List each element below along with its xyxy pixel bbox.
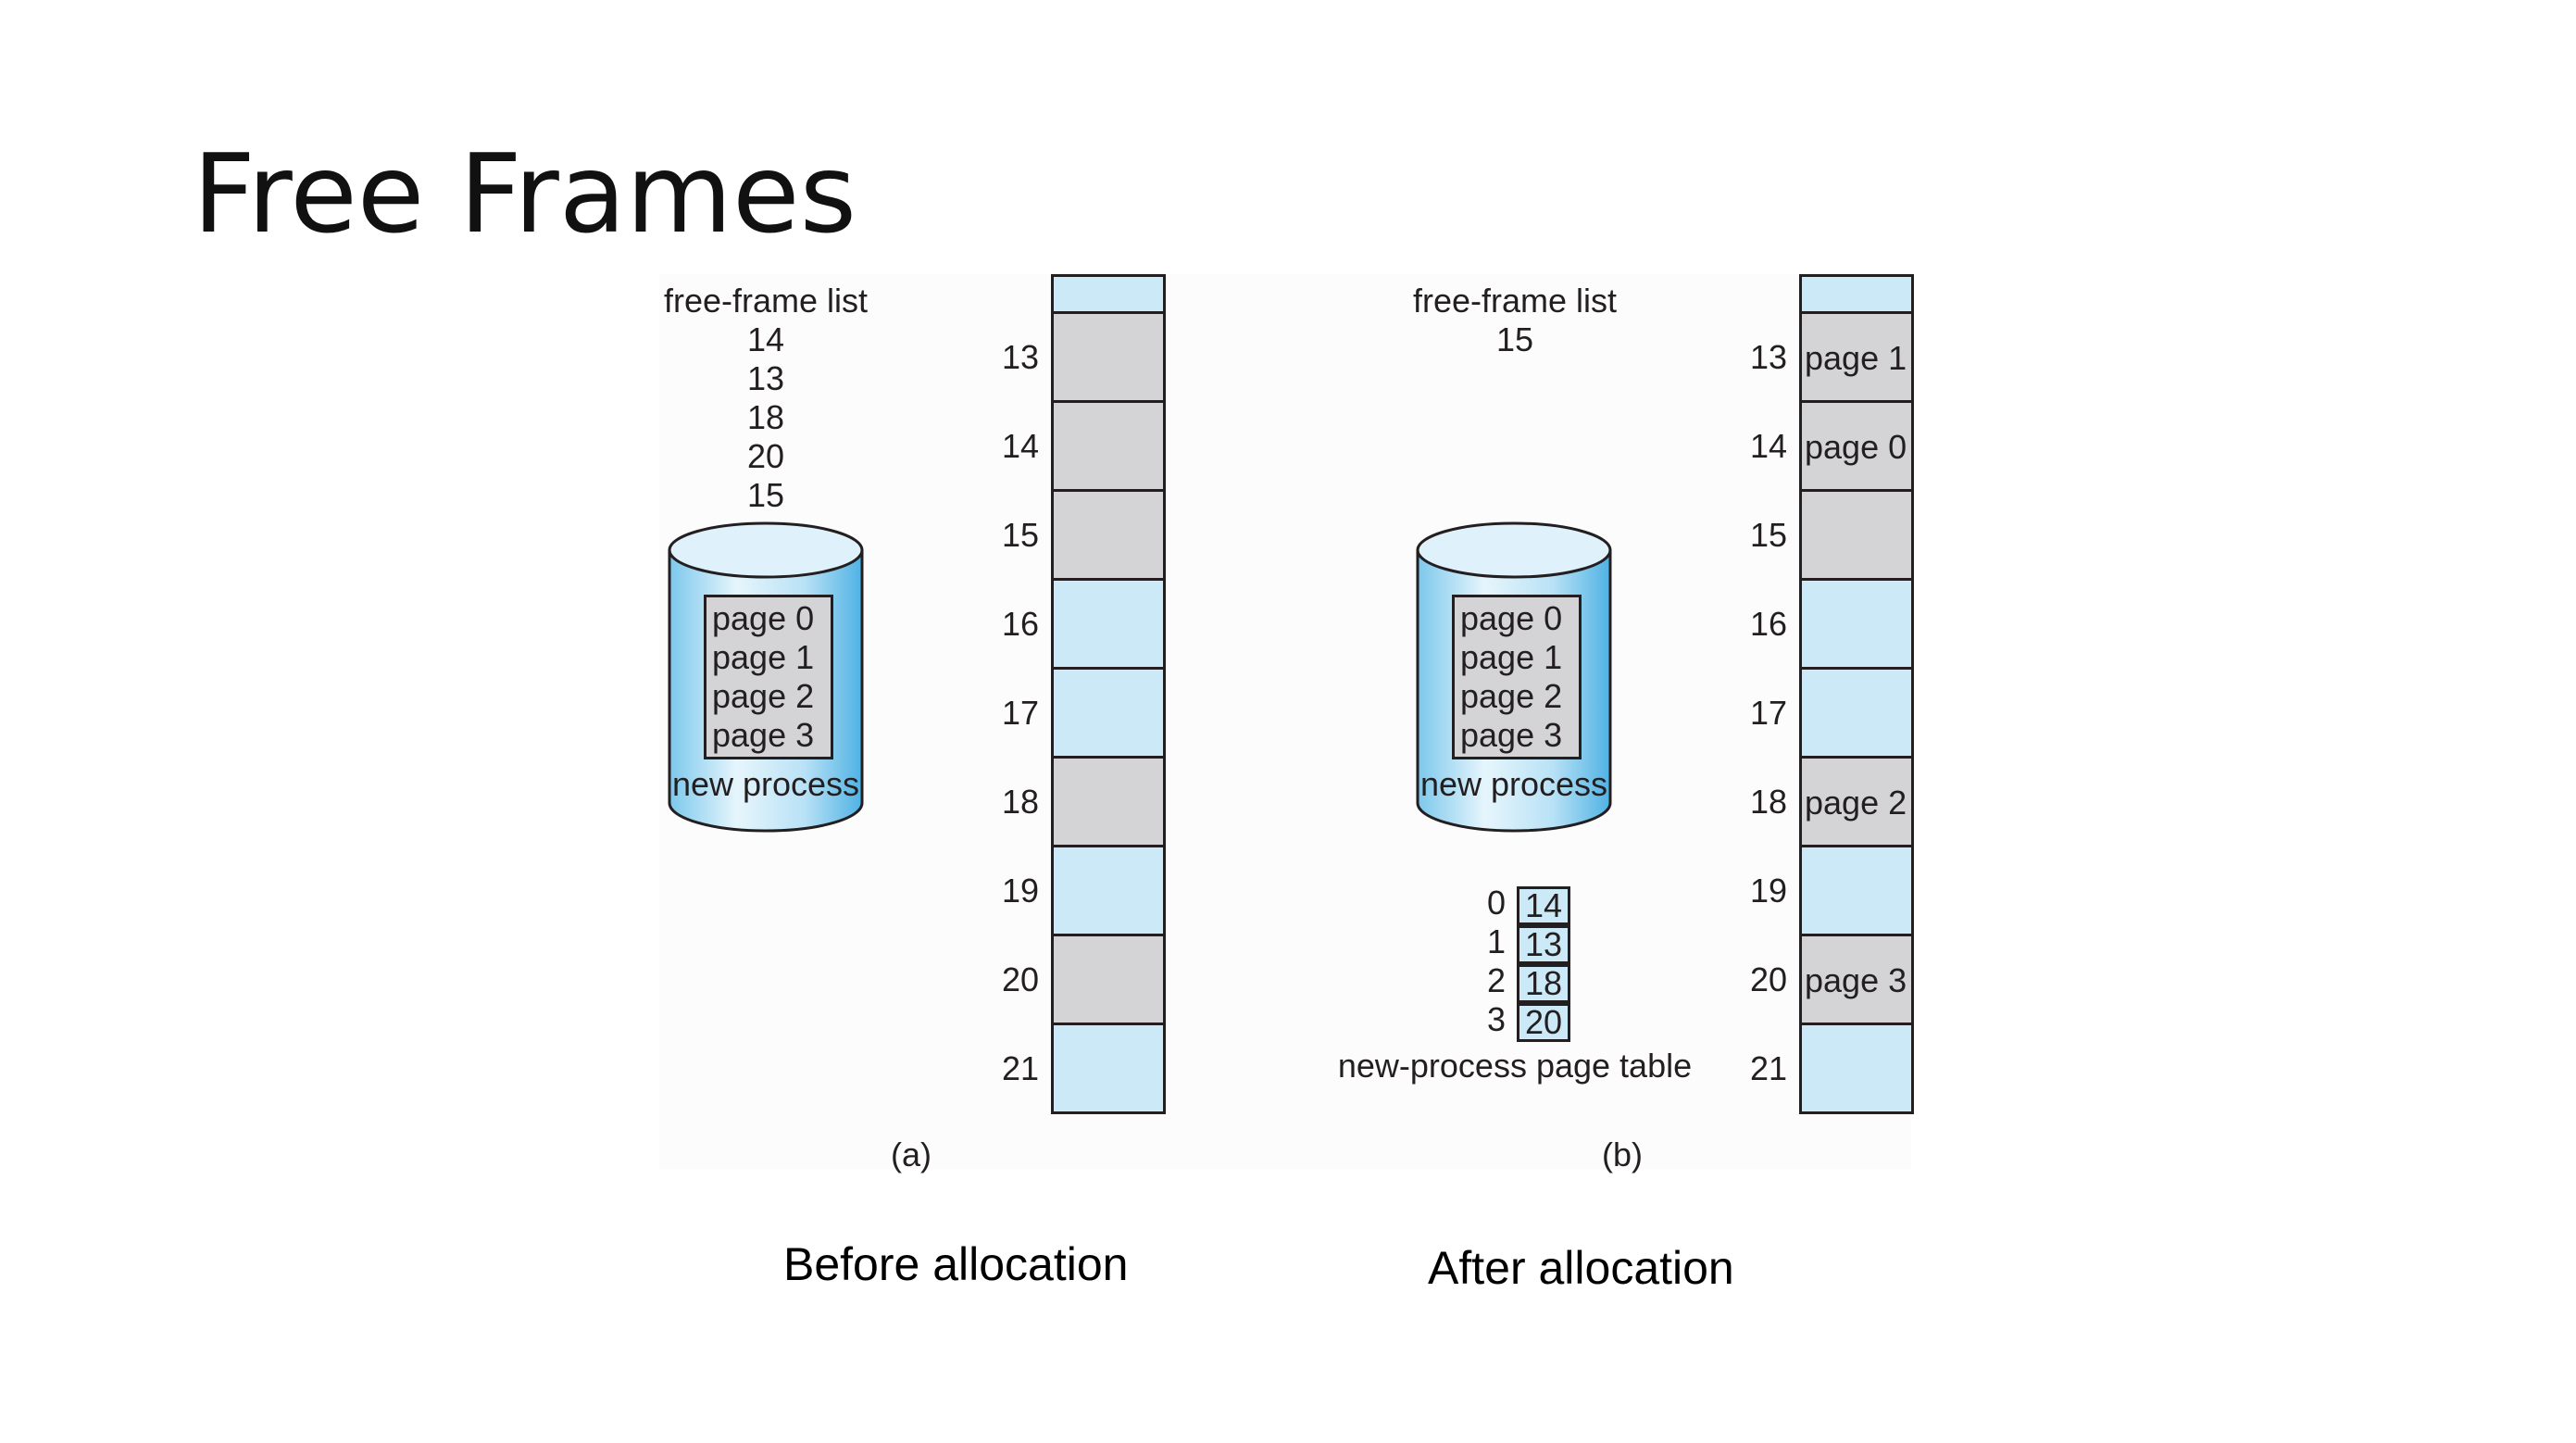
page-stack-a: page 0 page 1 page 2 page 3 (704, 595, 833, 759)
page-entry: page 1 (1460, 638, 1563, 676)
page-stack-b: page 0 page 1 page 2 page 3 (1452, 595, 1582, 759)
memory-frame (1054, 489, 1163, 578)
memory-frame (1054, 311, 1163, 400)
free-frame-entry: 18 (746, 398, 785, 436)
free-frames-figure: free-frame list 14 13 18 20 15 page 0 pa… (659, 274, 1914, 1173)
frame-number: 15 (1001, 516, 1039, 554)
frame-number: 21 (1749, 1049, 1787, 1087)
page-table-index: 0 (1486, 884, 1506, 922)
memory-frame (1802, 489, 1911, 578)
figure-label-b: (b) (1602, 1136, 1643, 1173)
page-table-frame: 18 (1517, 964, 1570, 1003)
memory-frame (1054, 578, 1163, 667)
memory-frame (1054, 845, 1163, 934)
page-entry: page 2 (712, 677, 815, 715)
frame-number: 19 (1001, 872, 1039, 910)
frame-number: 20 (1749, 960, 1787, 998)
disk-new-process-b: page 0 page 1 page 2 page 3 new process (1415, 521, 1613, 835)
page-table-index: 3 (1486, 1000, 1506, 1038)
frame-number: 16 (1001, 605, 1039, 643)
frame-number: 18 (1749, 783, 1787, 821)
free-frame-list-b: 15 (1478, 320, 1552, 359)
frame-number: 13 (1749, 338, 1787, 376)
page-table-index: 2 (1486, 961, 1506, 999)
memory-frame-top-partial (1054, 277, 1163, 311)
memory-frame (1802, 1023, 1911, 1111)
frame-number: 17 (1001, 694, 1039, 732)
frame-number: 14 (1001, 427, 1039, 465)
frame-label: page 0 (1805, 428, 1907, 466)
frame-number: 17 (1749, 694, 1787, 732)
page-entry: page 3 (1460, 716, 1563, 754)
page-table-index: 1 (1486, 922, 1506, 960)
free-frame-entry: 15 (1495, 320, 1534, 358)
memory-frame (1054, 934, 1163, 1023)
page-entry: page 0 (712, 599, 815, 637)
free-frame-entry: 20 (746, 437, 785, 475)
physical-memory-b: page 1 page 0 page 2 page 3 (1799, 274, 1914, 1114)
memory-frame: page 3 (1802, 934, 1911, 1023)
free-frame-list-label-a: free-frame list (663, 282, 869, 320)
physical-memory-a (1051, 274, 1166, 1114)
memory-frame (1802, 667, 1911, 756)
figure-label-a: (a) (891, 1136, 932, 1173)
free-frame-entry: 13 (746, 359, 785, 397)
page-entry: page 2 (1460, 677, 1563, 715)
caption-after-allocation: After allocation (1428, 1242, 1734, 1294)
frame-label: page 3 (1805, 961, 1907, 999)
frame-number: 14 (1749, 427, 1787, 465)
page-table-frame: 13 (1517, 925, 1570, 964)
page-table-frame: 20 (1517, 1003, 1570, 1042)
memory-frame: page 0 (1802, 400, 1911, 489)
frame-number: 16 (1749, 605, 1787, 643)
memory-frame (1802, 578, 1911, 667)
page-entry: page 1 (712, 638, 815, 676)
free-frame-list-label-b: free-frame list (1412, 282, 1618, 320)
free-frame-entry: 15 (746, 476, 785, 514)
memory-frame (1054, 667, 1163, 756)
disk-label-b: new process (1419, 765, 1608, 803)
page-entry: page 3 (712, 716, 815, 754)
disk-label-a: new process (671, 765, 860, 803)
memory-frame-top-partial (1802, 277, 1911, 311)
caption-before-allocation: Before allocation (783, 1238, 1129, 1290)
frame-number: 19 (1749, 872, 1787, 910)
page-table-label: new-process page table (1337, 1047, 1693, 1085)
memory-frame (1054, 400, 1163, 489)
memory-frame: page 1 (1802, 311, 1911, 400)
page-table-frame: 14 (1517, 886, 1570, 925)
frame-number: 18 (1001, 783, 1039, 821)
memory-frame (1054, 756, 1163, 845)
page-entry: page 0 (1460, 599, 1563, 637)
frame-number: 13 (1001, 338, 1039, 376)
frame-number: 15 (1749, 516, 1787, 554)
frame-label: page 1 (1805, 339, 1907, 377)
disk-new-process-a: page 0 page 1 page 2 page 3 new process (667, 521, 865, 835)
memory-frame (1054, 1023, 1163, 1111)
memory-frame: page 2 (1802, 756, 1911, 845)
frame-number: 20 (1001, 960, 1039, 998)
free-frame-entry: 14 (746, 320, 785, 358)
slide-title: Free Frames (193, 130, 857, 257)
memory-frame (1802, 845, 1911, 934)
frame-number: 21 (1001, 1049, 1039, 1087)
free-frame-list-a: 14 13 18 20 15 (729, 320, 803, 515)
frame-label: page 2 (1805, 784, 1907, 822)
